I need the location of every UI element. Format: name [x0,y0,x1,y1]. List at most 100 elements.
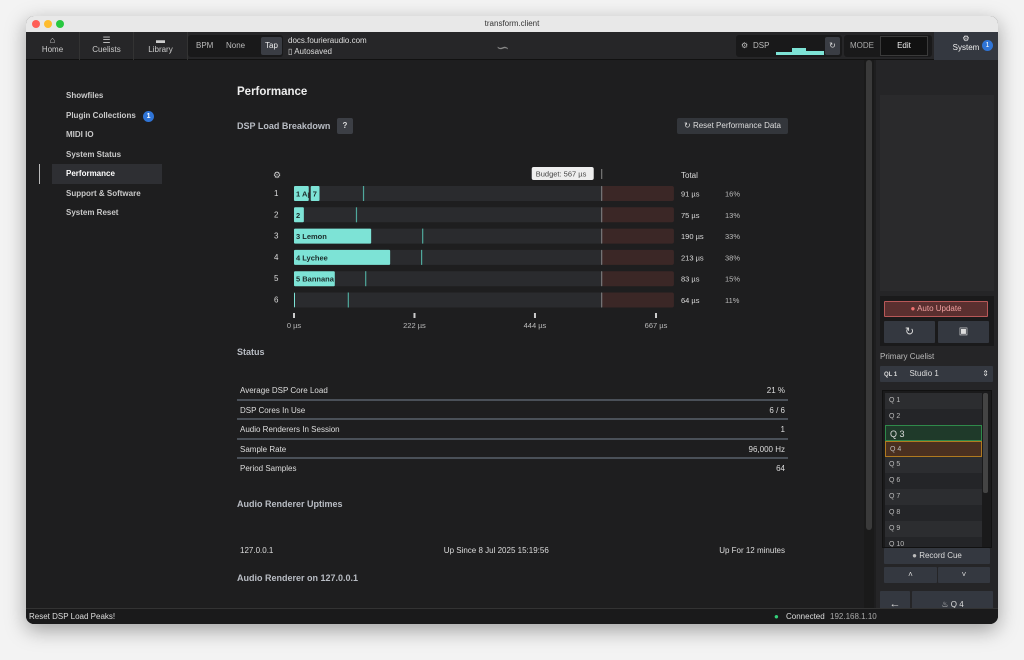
cue-item[interactable]: Q 4 [885,441,982,457]
sidebar-item-system-reset[interactable]: System Reset [52,203,162,223]
cue-item[interactable]: Q 5 [885,457,982,473]
sidebar-item-label: Performance [66,169,115,178]
over-budget-region [601,271,674,287]
status-message: Reset DSP Load Peaks! [29,612,116,621]
sidebar-item-support-software[interactable]: Support & Software [52,184,162,204]
document-info: docs.fourieraudio.com ▯ Autosaved [288,35,367,57]
bar-segment[interactable] [294,271,335,287]
sidebar-item-system-status[interactable]: System Status [52,145,162,165]
status-label: Average DSP Core Load [240,386,328,395]
chevron-up-icon: ˄ [908,570,913,579]
cue-down-button[interactable]: ˅ [938,567,990,583]
cue-item[interactable]: Q 6 [885,473,982,489]
axis-tick [293,313,295,318]
system-button[interactable]: ⚙ System 1 [934,32,998,60]
bar-label: 1 Ap [296,190,312,199]
mode-label: MODE [850,41,874,50]
nav-library-button[interactable]: ▬ Library [134,32,188,60]
peak-marker [362,186,365,201]
status-value: 1 [780,425,785,434]
cue-item[interactable]: Q 3 [885,425,982,441]
nav-cuelists-button[interactable]: ☰ Cuelists [80,32,134,60]
total-value: 83 µs [681,275,700,284]
notification-badge: 1 [982,40,993,51]
bar-segment[interactable] [294,292,295,308]
renderer-heading: Audio Renderer on 127.0.0.1 [237,573,359,583]
sidebar-item-midi-io[interactable]: MIDI IO [52,125,162,145]
auto-update-button[interactable]: ● Auto Update [884,301,988,317]
percent-value: 11% [725,296,740,305]
reset-dsp-peaks-button[interactable]: ↻ [825,37,840,55]
zoom-window-button[interactable] [56,20,64,28]
nav-home-button[interactable]: ⌂ Home [26,32,80,60]
peak-marker [422,228,424,244]
uptimes-heading: Audio Renderer Uptimes [237,499,343,509]
status-value: 96,000 Hz [748,444,785,454]
peak-marker [355,207,358,223]
refresh-icon: ↻ [904,326,915,338]
dsp-load-sparkline [776,48,824,55]
over-budget-region [601,207,674,223]
cue-item[interactable]: Q 7 [885,489,982,505]
peak-marker [347,292,349,308]
title-bar: transform.client [26,16,998,32]
bar-segment[interactable] [294,249,391,265]
close-window-button[interactable] [32,20,40,28]
select-arrows-icon: ⇕ [982,369,989,378]
sidebar-item-performance[interactable]: Performance [39,164,162,184]
sidebar-item-plugin-collections[interactable]: Plugin Collections 1 [52,106,162,126]
cue-item[interactable]: Q 10 [885,537,982,547]
bar-segment[interactable] [294,186,309,201]
status-value: 64 [776,464,785,473]
uptime-row: 127.0.0.1 Up Since 8 Jul 2025 15:19:56 U… [240,546,785,555]
record-cue-label: Record Cue [919,551,962,560]
nav-label: Cuelists [92,45,121,54]
sidebar-item-showfiles[interactable]: Showfiles [52,86,162,106]
minimize-window-button[interactable] [44,20,52,28]
fourier-logo-icon: ∽ [496,40,510,57]
save-button[interactable]: ▣ [938,321,989,343]
status-label: Sample Rate [240,444,287,454]
auto-update-label: Auto Update [917,304,962,313]
sidebar-badge: 1 [143,110,155,122]
bar-segment[interactable] [294,228,372,244]
axis-tick [533,313,536,318]
page-title: Performance [237,86,308,98]
document-title: docs.fourieraudio.com [288,36,367,45]
tap-button[interactable]: Tap [261,37,282,55]
refresh-button[interactable]: ↻ [884,321,935,343]
reset-performance-data-button[interactable]: ↻ Reset Performance Data [677,118,788,134]
cue-up-button[interactable]: ˄ [884,567,937,583]
cue-item[interactable]: Q 8 [885,505,982,521]
status-label: Audio Renderers In Session [240,425,340,434]
cue-item[interactable]: Q 2 [885,409,982,425]
chip-icon: ⚙ [273,170,281,180]
cue-item[interactable]: Q 1 [885,393,982,409]
status-label: DSP Cores In Use [240,405,306,415]
scrollbar-thumb[interactable] [866,60,872,530]
reset-icon: ↻ [684,121,693,130]
uptime-duration: Up For 12 minutes [719,546,785,555]
dsp-load-chart: ⚙ Total Budget: 567 µs 1 1 Ap 7 91 µs 16% 2 2 75 µ… [273,167,740,330]
bar-segment[interactable] [310,186,320,201]
cue-item[interactable]: Q 9 [885,521,982,537]
bar-segment[interactable] [294,207,304,223]
chevron-down-icon: ˅ [961,570,967,579]
go-cue-label: Q 4 [950,600,964,609]
record-cue-button[interactable]: ● Record Cue [884,548,990,564]
cuelist-select[interactable]: QL 1 Studio 1 ⇕ [880,366,993,382]
core-label: 1 [274,189,279,198]
mode-control: MODE Edit [844,35,932,57]
core-label: 3 [274,232,279,241]
dsp-meter[interactable]: ⚙ DSP ↻ [736,35,842,57]
window-controls [32,20,64,28]
total-value: 91 µs [681,190,700,199]
help-button[interactable]: ? [337,118,353,134]
record-dot-icon: ● [912,551,920,560]
mode-edit-button[interactable]: Edit [880,36,928,56]
cue-list-scrollbar[interactable] [983,393,988,493]
main-scrollbar[interactable] [864,60,874,608]
status-table: Average DSP Core Load 21 % DSP Cores In U… [237,381,788,479]
right-panel: ● Auto Update ↻ ▣ Primary Cuelist QL 1 S… [876,60,998,618]
